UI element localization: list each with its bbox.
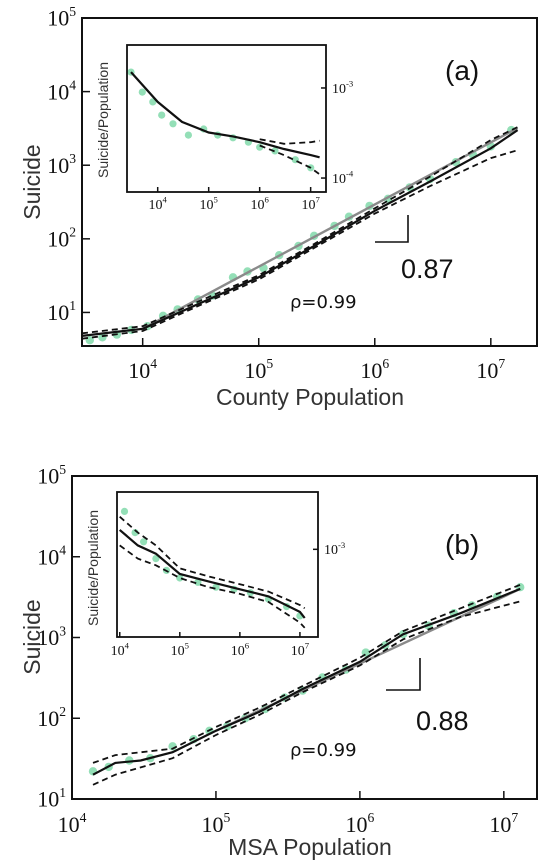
panel-a-inset-y-tick-label: 10-4 [332, 169, 354, 187]
panel-b-inset-ci-upper-line [119, 516, 306, 610]
panel-a-y-tick-label: 104 [47, 77, 76, 104]
panel-a-y-axis-title: Suicide [19, 144, 45, 219]
panel-b-inset-plot-area [118, 507, 306, 629]
panel-a-rho-label: ρ=0.99 [290, 292, 357, 313]
panel-b-inset-y-axis-title: Suicide/Population [85, 510, 101, 626]
panel-a-y-tick-label: 105 [47, 4, 76, 31]
panel-a-x-axis-title: County Population [216, 384, 404, 410]
panel-a-inset-scatter-point [184, 131, 192, 139]
panel-b-x-axis-title: MSA Population [228, 834, 392, 860]
panel-a-inset-scatter-point [138, 88, 146, 96]
panel-b-inset-scatter-point [194, 578, 202, 586]
panel-b-marks: 104 105 106 107 101 102 103 104 105 [37, 462, 525, 837]
panel-a-slope-label: 0.87 [401, 254, 454, 284]
panel-b-y-tick-label: 104 [37, 543, 66, 570]
panel-a-inset-ci-upper-line [259, 138, 320, 145]
panel-b-inset-x-tick-label: 104 [111, 641, 130, 659]
panel-a-inset-scatter-point [271, 147, 279, 155]
panel-b-y-axis-title: Suicide [19, 599, 45, 674]
panel-b-y-tick-label: 101 [37, 785, 66, 812]
panel-b-inset-fit-line [118, 529, 306, 619]
panel-b: (b) 0.88 ρ=0.99 MSA Population Suicide 1… [19, 462, 538, 860]
panel-b-y-tick-label: 102 [37, 704, 66, 731]
panel-b-x-tick-label: 105 [202, 810, 231, 837]
panel-a-inset-scatter-point [169, 120, 177, 128]
panel-b-inset-x-tick-label: 105 [171, 641, 189, 659]
panel-a-label: (a) [445, 55, 479, 86]
panel-b-y-tick-label: 103 [37, 623, 66, 650]
panel-b-x-tick-label: 104 [58, 810, 87, 837]
panel-a-plot-frame [81, 17, 538, 347]
panel-b-ci-lower-line [92, 600, 521, 786]
panel-a-inset-fit-line [130, 71, 320, 159]
panel-a-marks: 104 105 106 107 101 102 103 104 105 [47, 4, 519, 383]
panel-a-inset-ci-lower-line [259, 144, 321, 176]
panel-a-inset-y-tick-label: 10-3 [332, 79, 353, 97]
panel-a-inset-x-tick-label: 105 [200, 195, 218, 213]
panel-a-plot-area [82, 125, 519, 345]
panel-b-rho-label: ρ=0.99 [290, 740, 357, 761]
panel-a-y-tick-label: 103 [47, 151, 76, 178]
panel-a-inset-plot-area [127, 68, 321, 176]
panel-a-inset-x-tick-label: 107 [301, 195, 320, 213]
panel-a-x-tick-label: 105 [244, 356, 273, 383]
panel-b-x-tick-label: 107 [489, 810, 518, 837]
panel-a-inset-x-tick-label: 104 [149, 195, 168, 213]
panel-a-ci-upper-line [82, 126, 518, 335]
panel-b-slope-guide [386, 658, 421, 691]
panel-a-inset-y-axis-title: Suicide/Population [95, 62, 111, 178]
panel-b-slope-label: 0.88 [416, 706, 469, 736]
panel-a-inset-scatter-point [149, 98, 157, 106]
panel-b-x-tick-label: 106 [345, 810, 374, 837]
panel-b-label: (b) [445, 529, 479, 560]
panel-b-inset: 104 105 106 107 10-3 [111, 507, 345, 659]
panel-b-inset-scatter-point [120, 507, 129, 515]
panel-b-inset-ci-lower-line [119, 544, 306, 629]
panel-a-y-tick-label: 101 [47, 298, 76, 325]
panel-b-inset-scatter-point [176, 574, 184, 582]
panel-b-inset-scatter-point [152, 555, 160, 563]
panel-b-inset-y-tick-label: 10-3 [324, 540, 345, 558]
panel-a-inset: 104 105 106 107 10-3 10-4 [127, 68, 354, 213]
panel-a-inset-frame [126, 44, 327, 193]
panel-b-y-tick-label: 105 [37, 462, 66, 489]
panel-a-y-tick-label: 102 [47, 225, 76, 252]
panel-b-inset-frame [116, 491, 319, 638]
panel-a-inset-x-tick-label: 106 [250, 195, 269, 213]
panel-a-x-tick-label: 104 [128, 356, 157, 383]
panel-a: (a) 0.87 ρ=0.99 County Population Suicid… [19, 4, 538, 410]
panel-b-fit-line [92, 587, 521, 776]
panel-a-inset-bg [127, 45, 326, 192]
panel-a-fit-line [82, 129, 519, 337]
panel-a-slope-guide [375, 215, 409, 243]
panel-a-inset-scatter-point [158, 111, 166, 119]
panel-a-x-tick-label: 107 [476, 356, 505, 383]
panel-b-ci-upper-line [92, 583, 521, 764]
panel-b-inset-x-tick-label: 107 [291, 641, 310, 659]
panel-b-inset-scatter-point [140, 538, 148, 546]
panel-a-ci-lower-line [82, 149, 518, 340]
panel-b-inset-x-tick-label: 106 [231, 641, 250, 659]
panel-b-plot-area [88, 583, 525, 786]
panel-a-x-tick-label: 106 [360, 356, 389, 383]
